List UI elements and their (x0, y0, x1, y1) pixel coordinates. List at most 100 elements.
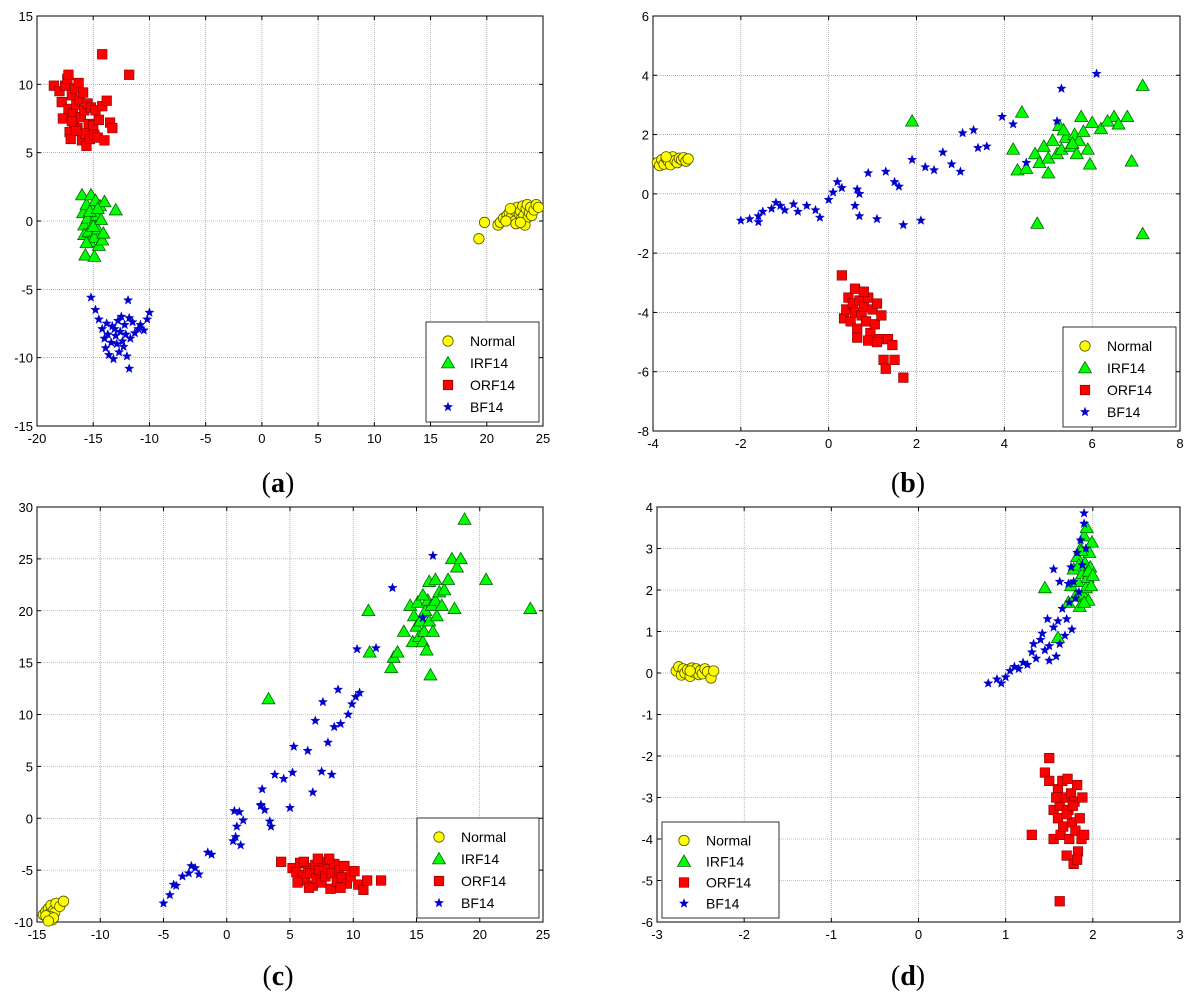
point-bf14 (103, 349, 115, 360)
point-orf14 (836, 270, 847, 281)
x-tick-label: -2 (738, 927, 750, 942)
point-normal (684, 665, 696, 677)
point-bf14 (206, 849, 217, 859)
y-tick-label: -8 (637, 424, 649, 439)
legend-d: Normal IRF14 ORF14 BF14 (661, 821, 780, 919)
point-irf14 (1041, 165, 1056, 179)
point-bf14 (871, 213, 883, 224)
legend-label-irf14: IRF14 (470, 355, 508, 371)
legend-label-orf14: ORF14 (706, 875, 751, 891)
point-bf14 (1042, 613, 1053, 624)
x-tick-label: -10 (91, 927, 110, 942)
point-bf14 (823, 194, 834, 205)
legend-label-bf14: BF14 (470, 399, 504, 415)
point-bf14 (1059, 630, 1071, 640)
point-bf14 (996, 678, 1007, 688)
point-bf14 (1048, 563, 1059, 574)
point-irf14 (261, 691, 276, 705)
x-tick-label: 4 (1001, 436, 1008, 451)
point-bf14 (326, 769, 337, 780)
point-bf14 (122, 294, 134, 305)
legend-label-irf14: IRF14 (706, 854, 744, 870)
point-orf14 (48, 80, 59, 91)
point-bf14 (1000, 671, 1011, 682)
point-normal (682, 153, 694, 165)
point-irf14 (1085, 568, 1101, 581)
point-bf14 (264, 815, 275, 826)
point-irf14 (1073, 109, 1089, 123)
point-bf14 (792, 206, 804, 216)
x-tick-label: 0 (258, 431, 265, 446)
legend-marker-bf14 (433, 897, 445, 908)
point-bf14 (265, 821, 277, 831)
point-orf14 (1054, 896, 1065, 907)
point-bf14 (93, 314, 104, 324)
point-orf14 (362, 875, 373, 886)
point-bf14 (832, 176, 843, 187)
point-bf14 (983, 678, 994, 688)
point-irf14 (428, 593, 443, 606)
legend-marker-irf14 (676, 854, 692, 867)
y-tick-label: -10 (14, 915, 33, 930)
x-tick-label: -5 (158, 927, 170, 942)
point-irf14 (1045, 133, 1060, 146)
point-bf14 (288, 741, 299, 752)
series-normal-d (670, 661, 720, 684)
point-normal (532, 201, 545, 213)
point-bf14 (164, 889, 175, 900)
point-bf14 (1072, 547, 1083, 557)
y-tick-label: -6 (641, 915, 653, 930)
y-tick-label: -5 (21, 863, 33, 878)
point-irf14 (96, 225, 111, 239)
x-tick-label: 15 (409, 927, 423, 942)
point-bf14 (269, 769, 280, 780)
point-orf14 (65, 133, 76, 145)
point-irf14 (437, 582, 452, 596)
point-bf14 (310, 715, 321, 726)
point-bf14 (190, 862, 201, 873)
point-bf14 (1009, 661, 1020, 672)
point-orf14 (54, 86, 65, 97)
legend-marker-orf14 (442, 379, 454, 391)
point-orf14 (335, 882, 346, 893)
point-irf14 (86, 219, 101, 232)
point-irf14 (1100, 113, 1115, 127)
point-bf14 (101, 318, 112, 328)
point-bf14 (836, 182, 847, 193)
point-orf14 (78, 87, 89, 98)
marks-a (48, 49, 545, 373)
point-orf14 (1061, 850, 1072, 861)
y-tick-label: -5 (641, 874, 653, 889)
point-bf14 (827, 186, 839, 197)
point-orf14 (849, 283, 861, 294)
y-tick-label: 1 (646, 625, 653, 640)
point-irf14 (415, 587, 431, 601)
point-irf14 (90, 201, 105, 214)
point-orf14 (887, 339, 898, 351)
point-bf14 (893, 181, 905, 191)
series-normal-a (473, 199, 545, 245)
point-bf14 (1073, 586, 1084, 597)
y-tick-label: -2 (641, 749, 653, 764)
point-orf14 (292, 877, 303, 888)
point-bf14 (85, 292, 97, 302)
legend-label-orf14: ORF14 (461, 873, 506, 889)
point-bf14 (1070, 592, 1081, 603)
point-bf14 (335, 718, 346, 729)
legend-label-normal: Normal (1107, 338, 1152, 354)
series-bf14-a (85, 292, 155, 373)
point-orf14 (1067, 800, 1078, 811)
point-bf14 (854, 210, 865, 221)
y-tick-label: -15 (14, 419, 33, 434)
x-tick-label: 2 (1089, 927, 1096, 942)
point-irf14 (457, 512, 472, 525)
point-bf14 (316, 766, 327, 776)
point-normal (478, 216, 491, 228)
y-tick-label: 0 (646, 666, 653, 681)
point-bf14 (138, 324, 149, 335)
marks-b (651, 68, 1150, 383)
point-orf14 (1044, 775, 1055, 786)
legend-marker-irf14 (431, 851, 447, 865)
point-orf14 (1064, 833, 1075, 845)
